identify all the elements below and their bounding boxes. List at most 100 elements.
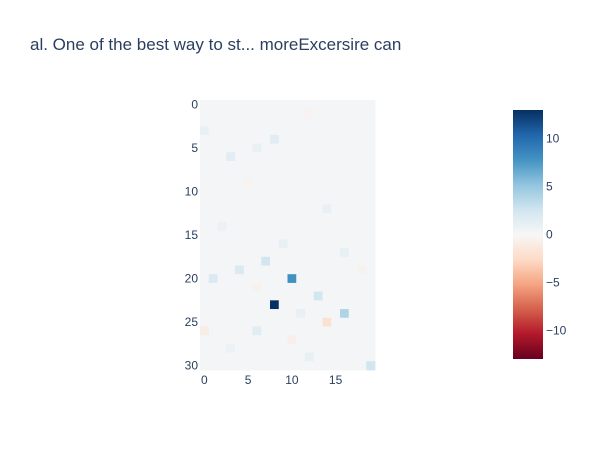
heatmap-cell [357, 134, 367, 144]
heatmap-cell [208, 108, 218, 118]
heatmap-cell [331, 256, 341, 266]
heatmap-cell [270, 143, 280, 153]
heatmap-cell [357, 361, 367, 371]
heatmap-cell [287, 204, 297, 214]
heatmap-cell [340, 343, 350, 353]
heatmap-cell [243, 204, 253, 214]
heatmap-cell [322, 239, 332, 249]
heatmap-cell [296, 160, 306, 171]
heatmap-cell [348, 117, 358, 127]
heatmap-cell [261, 100, 271, 110]
heatmap-cell [331, 117, 341, 127]
heatmap-cell [208, 187, 218, 197]
heatmap-cell [305, 291, 315, 301]
heatmap-cell [208, 265, 218, 275]
heatmap-cell [348, 343, 358, 353]
heatmap-cell [340, 187, 350, 197]
heatmap-cell [322, 169, 332, 179]
heatmap-cell [366, 239, 376, 249]
heatmap-cell [357, 343, 367, 353]
heatmap-cell [348, 265, 358, 275]
heatmap-cell [322, 361, 332, 371]
heatmap-cell [217, 361, 227, 371]
heatmap-cell [235, 178, 245, 188]
heatmap-cell [252, 160, 262, 171]
heatmap-cell [243, 187, 253, 197]
heatmap-cell [296, 317, 306, 327]
heatmap-cell [331, 274, 341, 284]
heatmap-cell [208, 326, 218, 336]
heatmap-cell [296, 309, 306, 319]
heatmap-cell [200, 221, 210, 232]
heatmap-cell [305, 108, 315, 118]
heatmap-cell [252, 143, 262, 153]
heatmap-cell [366, 152, 376, 162]
heatmap-cell [270, 317, 280, 327]
heatmap-cell [366, 134, 376, 144]
heatmap-cell [331, 361, 341, 371]
heatmap-cell [278, 117, 288, 127]
heatmap-cell [217, 169, 227, 179]
heatmap-cell [217, 282, 227, 293]
heatmap-cell [217, 291, 227, 301]
heatmap-cell [226, 343, 236, 353]
heatmap-cell [348, 326, 358, 336]
heatmap-cell [340, 213, 350, 223]
heatmap-cell [270, 108, 280, 118]
heatmap-cell [296, 143, 306, 153]
heatmap-cell [208, 152, 218, 162]
heatmap-cell [252, 126, 262, 136]
heatmap-cell [261, 169, 271, 179]
heatmap-cell [348, 335, 358, 345]
heatmap-cell [200, 178, 210, 188]
heatmap-cell [270, 187, 280, 197]
heatmap-cell [235, 143, 245, 153]
heatmap-cell [366, 143, 376, 153]
heatmap-cell [313, 230, 323, 240]
heatmap-cell [226, 265, 236, 275]
heatmap-cell [348, 143, 358, 153]
heatmap-cell [252, 178, 262, 188]
heatmap-cell [331, 239, 341, 249]
heatmap-cell [322, 352, 332, 362]
heatmap-cell [235, 134, 245, 144]
heatmap-cell [305, 160, 315, 171]
heatmap-cell [270, 282, 280, 293]
heatmap-cell [217, 204, 227, 214]
heatmap-cell [235, 265, 245, 275]
heatmap-cell [261, 204, 271, 214]
heatmap-cell [243, 178, 253, 188]
x-tick-label: 10 [285, 373, 299, 387]
heatmap-cell [313, 335, 323, 345]
heatmap-cell [270, 126, 280, 136]
heatmap-cell [296, 335, 306, 345]
heatmap-cell [340, 300, 350, 310]
heatmap-cell [235, 195, 245, 205]
heatmap-cell [217, 187, 227, 197]
heatmap-cell [270, 343, 280, 353]
heatmap-cell [252, 187, 262, 197]
heatmap-cell [252, 317, 262, 327]
heatmap-cell [235, 309, 245, 319]
heatmap-cell [252, 108, 262, 118]
heatmap-cell [243, 213, 253, 223]
heatmap-cell [252, 195, 262, 205]
heatmap-cell [331, 169, 341, 179]
heatmap-cell [217, 265, 227, 275]
heatmap-cell [287, 100, 297, 110]
heatmap-cell [278, 160, 288, 171]
heatmap-cell [313, 143, 323, 153]
heatmap-cell [235, 108, 245, 118]
heatmap-cell [278, 134, 288, 144]
colorbar [513, 110, 543, 359]
heatmap-cell [296, 361, 306, 371]
heatmap-cell [235, 100, 245, 110]
heatmap-cell [322, 265, 332, 275]
heatmap-cell [357, 213, 367, 223]
heatmap-cell [235, 274, 245, 284]
colorbar-tick-label: −10 [546, 323, 567, 337]
heatmap-cell [366, 352, 376, 362]
heatmap-cell [217, 343, 227, 353]
heatmap-cell [243, 300, 253, 310]
heatmap-cell [243, 117, 253, 127]
